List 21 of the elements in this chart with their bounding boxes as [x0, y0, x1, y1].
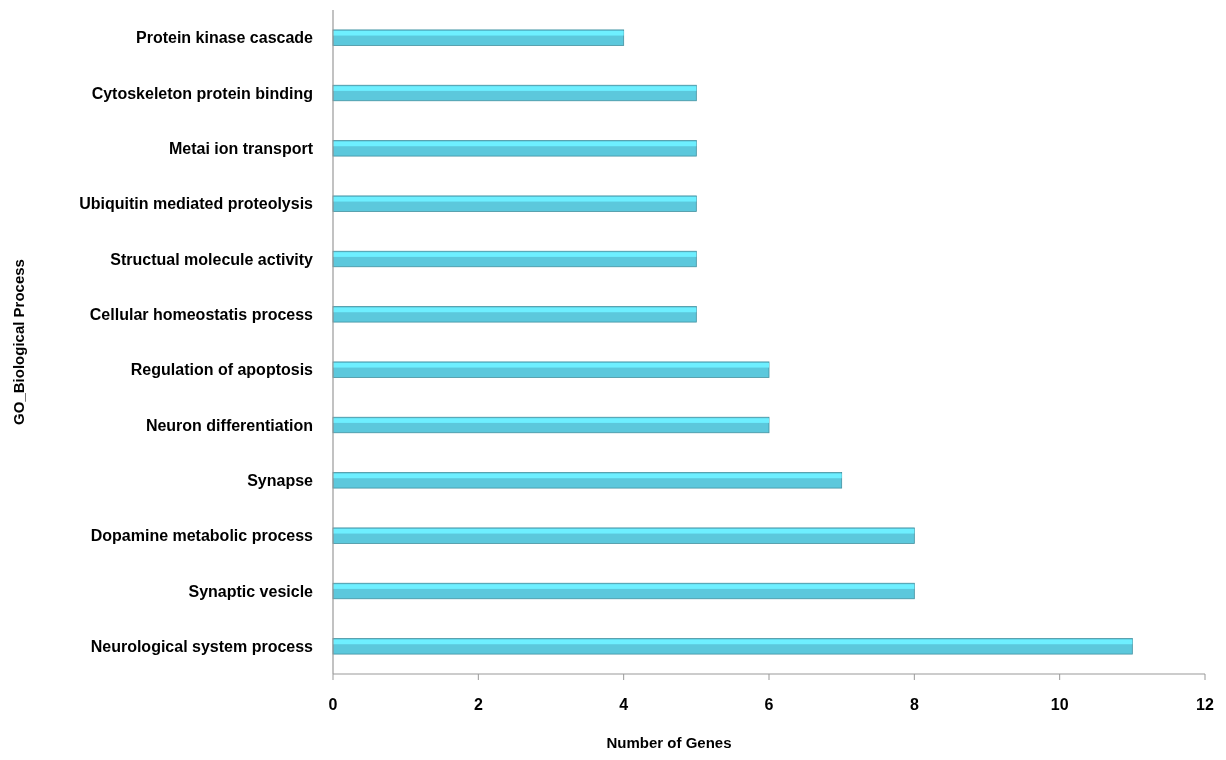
x-axis-title: Number of Genes — [606, 734, 732, 751]
x-tick-label: 4 — [619, 696, 629, 713]
y-tick-label: Cellular homeostatis process — [89, 305, 314, 323]
x-tick-label: 8 — [909, 696, 919, 713]
y-tick-label: Synapse — [247, 471, 314, 489]
x-tick-label: 10 — [1050, 696, 1069, 713]
x-tick-label: 0 — [328, 696, 338, 713]
y-tick-label: Cytoskeleton protein binding — [91, 84, 313, 102]
y-tick-label: Protein kinase cascade — [136, 29, 314, 47]
y-tick-label: Ubiquitin mediated proteolysis — [79, 195, 314, 213]
y-tick-label: Neuron differentiation — [145, 416, 313, 434]
y-tick-label: Synaptic vesicle — [188, 582, 314, 600]
y-tick-label: Neurological system process — [90, 637, 314, 655]
y-tick-label: Dopamine metabolic process — [90, 527, 314, 545]
x-tick-label: 6 — [764, 696, 774, 713]
x-tick-label: 2 — [473, 696, 483, 713]
y-tick-label: Structual molecule activity — [110, 250, 314, 268]
y-tick-label: Metai ion transport — [168, 139, 314, 157]
y-tick-label: Regulation of apoptosis — [130, 361, 314, 379]
x-tick-label: 12 — [1196, 696, 1214, 713]
y-axis-title: GO_Biological Process — [10, 259, 27, 425]
